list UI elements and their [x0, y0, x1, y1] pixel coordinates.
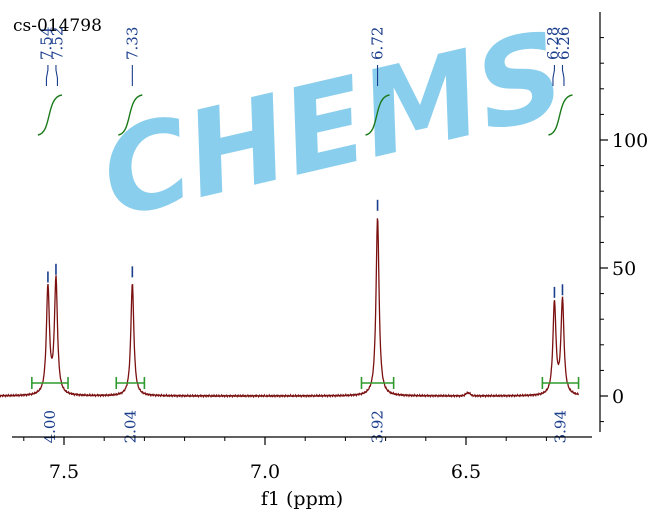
- y-tick-label: 50: [612, 258, 636, 280]
- peak-label: 6.28: [544, 27, 562, 60]
- y-tick-label: 100: [612, 130, 648, 152]
- sample-id: cs-014798: [13, 16, 102, 36]
- integral-value: 3.92: [369, 410, 387, 443]
- peak-leader: [45, 65, 49, 86]
- x-axis-title: f1 (ppm): [261, 488, 343, 510]
- peak-label-layer: 7.547.52 7.33 6.72 6.286.26: [37, 27, 573, 298]
- peak-label: 7.33: [123, 27, 141, 60]
- peak-label: 7.54: [37, 27, 55, 60]
- integral-curve: [548, 94, 573, 136]
- peak-label: 6.26: [555, 27, 573, 60]
- integral-layer: 4.00 2.04 3.92 3.94: [31, 94, 580, 443]
- peak-leader: [561, 65, 565, 86]
- spectrum-layer: [0, 218, 580, 399]
- spectrum-line: [0, 218, 580, 399]
- x-tick-label: 6.5: [451, 461, 481, 483]
- watermark: CHEMS: [89, 5, 576, 245]
- watermark-text: CHEMS: [89, 5, 576, 245]
- peak-leader: [55, 65, 58, 86]
- peak-label: 7.52: [48, 27, 66, 60]
- peak-label: 6.72: [369, 27, 387, 60]
- x-tick-label: 7.0: [250, 461, 280, 483]
- peak-leader: [552, 65, 555, 86]
- integral-value: 3.94: [551, 410, 569, 443]
- y-tick-label: 0: [612, 386, 624, 408]
- integral-value: 4.00: [41, 410, 59, 443]
- x-tick-label: 7.5: [49, 461, 79, 483]
- integral-curve: [118, 94, 143, 136]
- axes: 7.5 7.0 6.5 0 50 100: [12, 12, 648, 483]
- integral-curve: [365, 94, 390, 136]
- integral-value: 2.04: [121, 410, 139, 443]
- integral-curve: [37, 94, 63, 136]
